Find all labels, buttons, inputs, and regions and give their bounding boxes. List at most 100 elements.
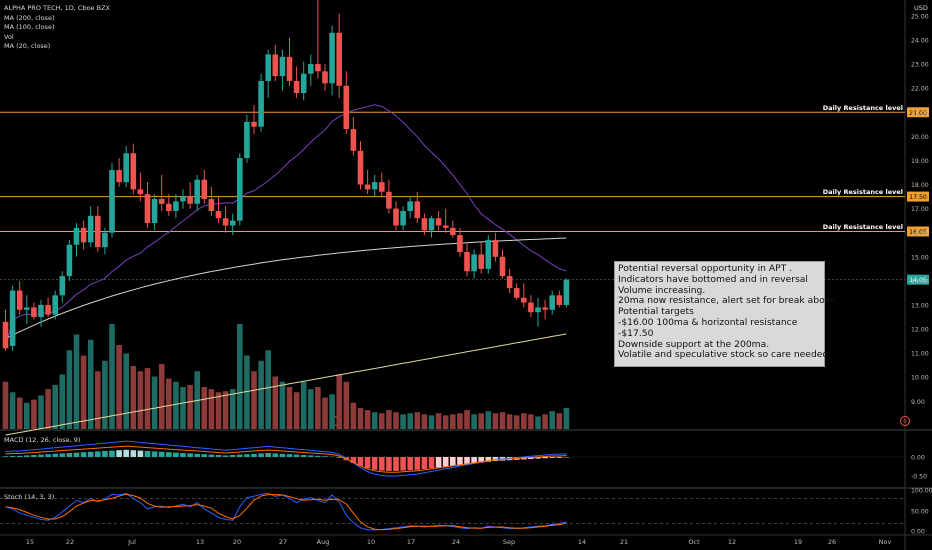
volume-bar — [542, 414, 548, 429]
macd-hist-bar — [187, 453, 193, 457]
candle-body — [80, 227, 87, 243]
time-tick-label: Oct — [688, 538, 700, 546]
annotation-line: Volatile and speculative stock so care n… — [618, 349, 832, 361]
resistance-label: Daily Resistance level — [823, 104, 903, 112]
macd-hist-bar — [52, 453, 58, 457]
price-tick-label: 16.00 — [911, 230, 929, 237]
macd-hist-bar — [244, 454, 250, 457]
macd-tick-label: 0.00 — [911, 455, 925, 462]
stoch-label[interactable]: Stoch (14, 3, 3) — [4, 493, 55, 501]
candle-body — [109, 170, 115, 233]
volume-bar — [435, 413, 442, 429]
volume-bar — [293, 392, 300, 429]
macd-label[interactable]: MACD (12, 26, close, 9) — [4, 436, 81, 444]
legend-vol[interactable]: Vol — [4, 32, 14, 41]
price-tick-label: 22.00 — [911, 86, 929, 93]
stoch-tick-label: 50.00 — [911, 509, 929, 516]
macd-hist-bar — [80, 452, 87, 457]
macd-hist-bar — [293, 454, 300, 457]
macd-hist-bar — [215, 455, 222, 457]
volume-bar — [478, 413, 484, 429]
macd-hist-bar — [116, 450, 122, 457]
macd-hist-bar — [300, 455, 307, 457]
macd-hist-bar — [109, 450, 115, 457]
volume-bar — [556, 413, 563, 429]
macd-hist-bar — [151, 451, 158, 457]
time-tick-label: 10 — [367, 538, 375, 546]
time-tick-label: 19 — [794, 538, 802, 546]
price-tick-label: 19.00 — [911, 158, 929, 165]
macd-hist-bar — [272, 453, 279, 457]
candle-body — [329, 32, 335, 84]
price-tick-label: 11.00 — [911, 351, 929, 358]
macd-hist-bar — [173, 452, 179, 457]
price-tick-label: 10.00 — [911, 375, 929, 382]
candle-body — [521, 297, 527, 303]
macd-hist-bar — [371, 457, 378, 470]
signal-line — [5, 445, 567, 473]
price-tick-label: 21.00 — [911, 110, 929, 117]
stoch-tick-label: 100.00 — [911, 488, 932, 495]
volume-bar — [336, 374, 342, 429]
volume-bar — [265, 350, 271, 429]
volume-bars — [2, 324, 570, 429]
legend-ma20[interactable]: MA (20, close) — [4, 42, 51, 50]
candle-body — [286, 56, 293, 81]
candle-body — [364, 184, 371, 190]
price-tick-label: 13.00 — [911, 302, 929, 309]
vol-tag-circle — [900, 416, 910, 426]
volume-bar — [237, 324, 243, 429]
time-tick-label: 20 — [233, 538, 241, 546]
volume-bar — [123, 353, 129, 429]
macd-hist-bar — [208, 454, 215, 457]
candle-body — [407, 201, 413, 212]
price-tick-label: 12.00 — [911, 327, 929, 334]
candle-body — [173, 201, 179, 212]
candle-body — [215, 211, 222, 219]
volume-bar — [371, 412, 378, 429]
volume-bar — [272, 376, 279, 429]
volume-bar — [215, 392, 222, 429]
candle-body — [272, 54, 279, 77]
macd-hist-bar — [87, 451, 94, 457]
candle-body — [464, 251, 470, 272]
candle-body — [542, 307, 548, 310]
candle-body — [52, 295, 58, 315]
macd-hist-bar — [322, 456, 328, 457]
candle-body — [457, 235, 463, 252]
legend-ma200[interactable]: MA (200, close) — [4, 13, 55, 22]
price-axis[interactable]: 25.00 24.00 23.00 22.00 21.00 20.00 19.00 18.00… — [911, 13, 929, 405]
candle-body — [499, 256, 506, 277]
volume-bar — [329, 394, 335, 429]
macd-hist-bar — [315, 455, 321, 457]
volume-bar — [66, 350, 73, 429]
macd-hist-bar — [158, 451, 165, 457]
macd-hist-bar — [428, 457, 435, 469]
candle-body — [293, 80, 300, 93]
time-tick-label: 13 — [196, 538, 204, 546]
candle-body — [208, 198, 215, 212]
legend-ma100[interactable]: MA (100, close) — [4, 23, 55, 31]
volume-bar — [535, 416, 541, 429]
macd-hist-bar — [407, 457, 413, 471]
time-axis[interactable]: 15 22 Jul 13 20 27 Aug 10 17 24 Sep 14 21 Oct 12 19 26 No… — [26, 538, 892, 546]
annotation-box[interactable]: Potential reversal opportunity in APT . … — [614, 261, 839, 367]
volume-bar — [201, 387, 208, 429]
candle-body — [9, 290, 16, 346]
macd-hist-bar — [279, 453, 286, 457]
candle-body — [556, 295, 563, 305]
macd-hist-bar — [59, 453, 66, 457]
volume-bar — [73, 334, 80, 429]
price-tick-label: 14.00 — [911, 278, 929, 285]
macd-hist-bar — [435, 457, 442, 468]
symbol-title[interactable]: ALPHA PRO TECH, 1D, Cboe BZX — [4, 4, 110, 12]
macd-hist-bar — [137, 450, 144, 457]
price-tick-label: 17.00 — [911, 206, 929, 213]
macd-hist-bar — [450, 457, 456, 466]
macd-hist-bar — [9, 455, 16, 457]
volume-bar — [386, 410, 392, 429]
candle-body — [144, 194, 151, 224]
volume-bar — [407, 413, 413, 429]
candle-body — [478, 254, 484, 269]
